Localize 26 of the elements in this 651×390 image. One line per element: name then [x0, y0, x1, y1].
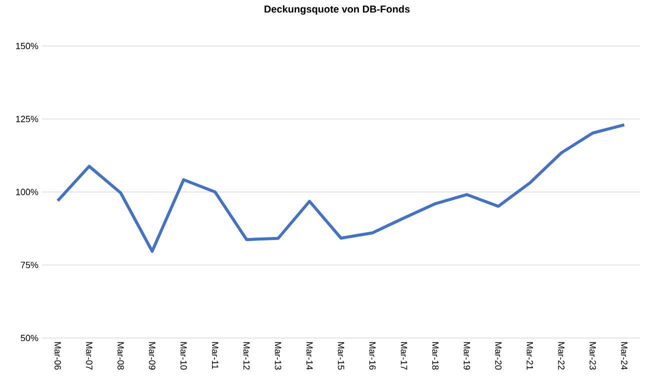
x-tick-label: Mar-12 — [243, 342, 250, 370]
x-tick-label: Mar-07 — [86, 342, 92, 370]
line-series — [56, 123, 626, 253]
x-tick-label: Mar-24 — [621, 342, 628, 370]
x-tick-label: Mar-17 — [400, 342, 408, 370]
y-tick-label: 75% — [20, 262, 38, 268]
y-tick-label: 150% — [16, 42, 38, 50]
x-tick-label: Mar-13 — [274, 342, 282, 370]
x-tick-label: Mar-09 — [148, 342, 156, 370]
x-tick-label: Mar-23 — [590, 342, 596, 370]
x-tick-label: Mar-20 — [495, 342, 502, 370]
x-tick-label: Mar-16 — [369, 342, 376, 370]
x-tick-label: Mar-08 — [118, 342, 124, 370]
x-tick-label: Mar-06 — [54, 342, 61, 370]
chart-title: Deckungsquote von DB-Fonds — [264, 5, 410, 15]
x-tick-label: Mar-19 — [464, 342, 470, 370]
x-tick-label: Mar-10 — [180, 342, 187, 370]
x-tick-label: Mar-14 — [306, 342, 313, 370]
x-tick-label: Mar-11 — [212, 342, 218, 369]
x-tick-label: Mar-18 — [432, 342, 439, 370]
x-tick-label: Mar-21 — [526, 342, 534, 370]
x-tick-label: Mar-22 — [558, 342, 564, 370]
y-tick-label: 50% — [20, 334, 38, 342]
x-tick-label: Mar-15 — [338, 342, 344, 370]
y-tick-label: 100% — [16, 188, 38, 196]
y-tick-label: 125% — [16, 116, 38, 122]
